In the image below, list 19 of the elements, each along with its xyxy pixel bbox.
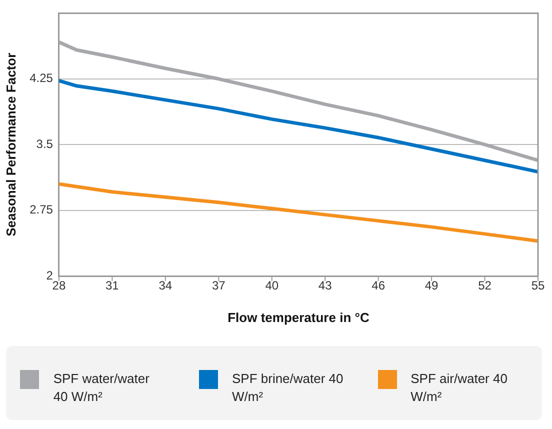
x-tick-label: 43 (318, 278, 332, 293)
x-tick-label: 55 (531, 278, 545, 293)
x-tick-label: 52 (478, 278, 492, 293)
x-axis-title: Flow temperature in °C (228, 310, 370, 325)
legend-label: SPF brine/water 40 W/m² (232, 370, 344, 406)
y-tick-label: 3.5 (36, 136, 54, 151)
x-tick-label: 37 (212, 278, 226, 293)
x-tick-label: 46 (372, 278, 386, 293)
x-tick-label: 49 (424, 278, 439, 293)
x-tick-label: 40 (265, 278, 279, 293)
legend-label: SPF water/water 40 W/m² (53, 370, 150, 406)
y-axis-title: Seasonal Performance Factor (3, 52, 18, 236)
x-tick-label: 31 (106, 278, 120, 293)
x-tick-label: 28 (52, 278, 66, 293)
x-tick-label: 34 (158, 278, 172, 293)
legend-label: SPF air/water 40 W/m² (410, 370, 508, 406)
y-tick-label: 2.75 (30, 202, 54, 217)
y-tick-label: 2 (46, 268, 54, 282)
y-tick-label: 4.25 (30, 71, 54, 86)
